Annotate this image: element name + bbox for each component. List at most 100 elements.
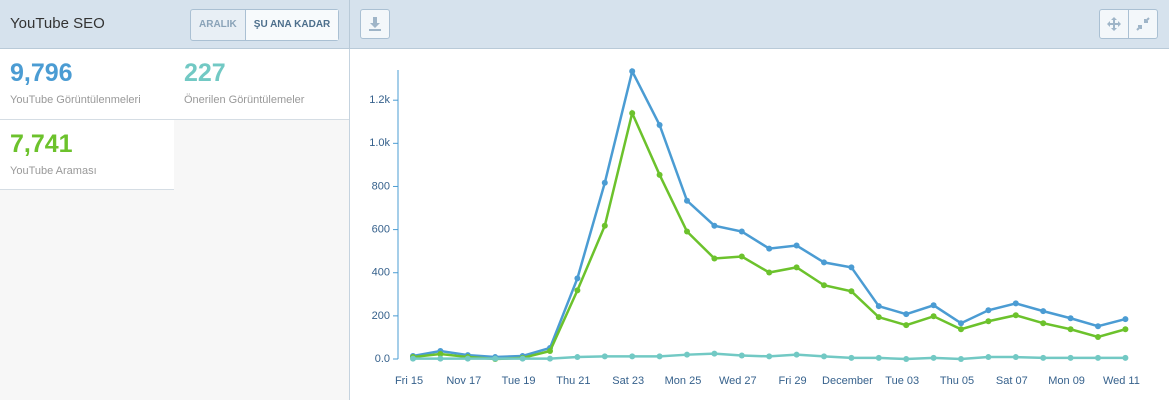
stat-label: YouTube Araması — [10, 165, 97, 177]
point — [1067, 326, 1074, 333]
point — [1122, 354, 1129, 361]
x-tick-label: Tue 03 — [885, 375, 919, 387]
stat: 7,741 YouTube Araması — [0, 120, 174, 190]
y-tick-label: 400 — [372, 267, 390, 279]
point — [848, 354, 855, 361]
point — [1122, 326, 1129, 333]
point — [793, 242, 800, 249]
point — [903, 311, 910, 318]
move-button[interactable] — [1099, 9, 1129, 39]
point — [848, 264, 855, 271]
point — [738, 228, 745, 235]
collapse-icon — [1136, 17, 1150, 31]
point — [875, 303, 882, 310]
point — [958, 320, 964, 327]
range-button[interactable]: ARALIK — [199, 19, 237, 30]
range-toggle: ARALIK ŞU ANA KADAR — [190, 9, 340, 41]
stat: 9,796 YouTube Görüntülenmeleri — [0, 49, 174, 120]
download-icon — [369, 17, 381, 31]
point — [930, 354, 937, 361]
y-tick-label: 200 — [372, 310, 390, 322]
point — [1040, 354, 1047, 361]
chart: 0.0 200 400 600 800 1.0k 1.2k Fri 15 Nov 17 Tue 1… — [369, 67, 1140, 387]
point — [1122, 316, 1129, 323]
point — [547, 355, 553, 362]
x-tick-label: Fri 29 — [779, 375, 807, 387]
download-button[interactable] — [360, 9, 390, 39]
point — [1095, 354, 1101, 361]
series-line — [412, 109, 1126, 361]
point — [464, 355, 471, 362]
point — [629, 110, 636, 117]
point — [903, 356, 910, 362]
point — [437, 351, 444, 358]
point — [985, 354, 992, 361]
y-tick-label: 1.0k — [369, 137, 390, 149]
x-tick-label: Nov 17 — [446, 375, 481, 387]
point — [684, 228, 690, 235]
point — [766, 245, 773, 252]
point — [1095, 323, 1101, 330]
x-tick-label: Wed 11 — [1103, 375, 1140, 387]
point — [930, 313, 937, 320]
point — [958, 326, 964, 333]
x-tick-label: Wed 27 — [719, 375, 757, 387]
point — [1012, 300, 1019, 307]
point — [1095, 334, 1101, 341]
stat-label: YouTube Görüntülenmeleri — [10, 94, 141, 106]
x-tick-label: Fri 15 — [395, 375, 423, 387]
point — [985, 318, 992, 325]
point — [574, 287, 581, 294]
x-tick-label: Thu 21 — [556, 375, 590, 387]
point — [684, 197, 690, 204]
point — [574, 354, 581, 361]
y-tick-label: 600 — [372, 224, 390, 236]
point — [601, 353, 608, 360]
x-tick-label: December — [822, 375, 873, 387]
point — [875, 354, 882, 361]
point — [766, 269, 773, 276]
point — [1067, 354, 1074, 361]
point — [574, 275, 581, 282]
point — [821, 282, 827, 289]
point — [684, 351, 690, 358]
point — [1067, 315, 1074, 322]
point — [492, 355, 499, 362]
widget-title: YouTube SEO — [10, 15, 105, 32]
stat-value: 7,741 — [10, 130, 73, 158]
point — [547, 348, 553, 355]
point — [601, 222, 608, 229]
point — [766, 353, 773, 360]
point — [1012, 312, 1019, 319]
move-icon — [1107, 17, 1121, 31]
point — [711, 350, 718, 357]
point — [738, 352, 745, 359]
point — [711, 255, 718, 262]
point — [958, 356, 964, 362]
point — [903, 322, 910, 329]
stat-label: Önerilen Görüntülemeler — [184, 94, 305, 106]
point — [410, 355, 416, 362]
stats-panel: 9,796 YouTube Görüntülenmeleri 227 Öneri… — [0, 49, 350, 400]
collapse-button[interactable] — [1128, 9, 1158, 39]
point — [821, 353, 827, 360]
y-tick-label: 1.2k — [369, 94, 390, 106]
stat-value: 227 — [184, 59, 226, 87]
point — [1040, 308, 1047, 315]
point — [985, 307, 992, 314]
point — [793, 351, 800, 358]
point — [1012, 354, 1019, 361]
y-tick-label: 0.0 — [375, 353, 390, 365]
point — [738, 253, 745, 260]
point — [848, 288, 855, 295]
point — [629, 68, 636, 75]
x-tick-label: Sat 07 — [996, 375, 1028, 387]
x-tick-label: Tue 19 — [502, 375, 536, 387]
point — [629, 353, 636, 360]
header-right — [350, 0, 1169, 49]
x-tick-label: Sat 23 — [612, 375, 644, 387]
point — [1040, 320, 1047, 327]
to-date-button[interactable]: ŞU ANA KADAR — [244, 10, 339, 40]
point — [793, 264, 800, 271]
